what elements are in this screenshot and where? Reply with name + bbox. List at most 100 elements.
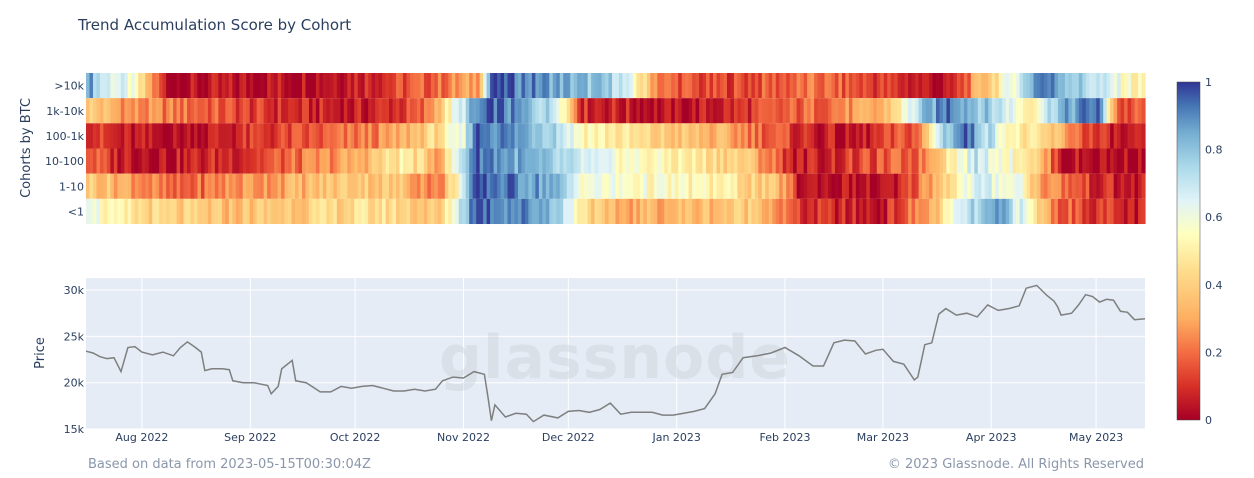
price-y-axis-title: Price <box>33 337 48 369</box>
heatmap-cell <box>535 73 540 99</box>
heatmap-cell <box>378 198 383 225</box>
heatmap-cell <box>242 148 247 174</box>
heatmap-cell <box>887 98 892 124</box>
heatmap-cell <box>1120 98 1125 124</box>
heatmap-cell <box>761 198 766 225</box>
heatmap-cell <box>629 173 634 199</box>
heatmap-cell <box>1127 123 1132 149</box>
heatmap-cell <box>493 198 498 225</box>
heatmap-cell <box>594 73 599 99</box>
heatmap-cell <box>1117 98 1122 124</box>
heatmap-cell <box>855 148 860 174</box>
heatmap-cell <box>211 148 216 174</box>
heatmap-cell <box>350 123 355 149</box>
heatmap-cell <box>389 73 394 99</box>
heatmap-cell <box>542 98 547 124</box>
heatmap-cell <box>538 98 543 124</box>
heatmap-cell <box>86 198 91 225</box>
heatmap-cell <box>692 73 697 99</box>
heatmap-cell <box>706 123 711 149</box>
heatmap-cell <box>228 198 233 225</box>
heatmap-cell <box>434 173 439 199</box>
heatmap-cell <box>1047 173 1052 199</box>
heatmap-cell <box>169 198 174 225</box>
heatmap-cell <box>929 73 934 99</box>
heatmap-cell <box>601 98 606 124</box>
heatmap-cell <box>120 73 125 99</box>
heatmap-cell <box>807 73 812 99</box>
heatmap-cell <box>1082 173 1087 199</box>
heatmap-cell <box>605 173 610 199</box>
heatmap-cell <box>92 173 98 199</box>
heatmap-cell <box>274 98 279 124</box>
heatmap-cell <box>692 173 697 199</box>
heatmap-cell <box>953 173 958 199</box>
heatmap-cell <box>336 73 341 99</box>
heatmap-cell <box>671 198 676 225</box>
heatmap-cell <box>396 98 401 124</box>
heatmap-cell <box>911 123 916 149</box>
heatmap-cell <box>291 123 296 149</box>
heatmap-cell <box>897 173 902 199</box>
heatmap-cell <box>392 73 397 99</box>
heatmap-cell <box>301 198 307 225</box>
heatmap-cell <box>636 198 641 225</box>
heatmap-cell <box>260 73 265 99</box>
heatmap-cell <box>723 148 728 174</box>
heatmap-row-1 <box>86 98 1146 124</box>
heatmap-cell <box>901 198 906 225</box>
heatmap-cell <box>747 148 752 174</box>
heatmap-cell <box>629 73 634 99</box>
heatmap-cell <box>476 173 481 199</box>
heatmap-cell <box>382 73 387 99</box>
heatmap-cell <box>486 98 491 124</box>
heatmap-cell <box>183 198 188 225</box>
heatmap-cell <box>106 73 111 99</box>
heatmap-cell <box>841 173 847 199</box>
heatmap-cell <box>695 73 700 99</box>
heatmap-cell <box>392 173 397 199</box>
heatmap-cell <box>1134 73 1139 99</box>
heatmap-cell <box>1106 148 1111 174</box>
heatmap-cell <box>963 148 968 174</box>
heatmap-cell <box>180 98 185 124</box>
heatmap-cell <box>291 173 296 199</box>
heatmap-cell <box>608 98 613 124</box>
heatmap-row-label: 1k-10k <box>46 105 84 118</box>
heatmap-cell <box>441 123 446 149</box>
heatmap-cell <box>1047 148 1052 174</box>
heatmap-cell <box>545 148 550 174</box>
heatmap-cell <box>524 123 530 149</box>
heatmap-cell <box>127 123 132 149</box>
heatmap-cell <box>566 123 571 149</box>
heatmap-cell <box>904 73 909 99</box>
heatmap-cell <box>984 173 989 199</box>
heatmap-cell <box>99 98 105 124</box>
heatmap-cell <box>1075 123 1080 149</box>
heatmap-cell <box>166 98 171 124</box>
heatmap-cell <box>796 98 801 124</box>
heatmap-cell <box>329 73 334 99</box>
heatmap-cell <box>413 123 418 149</box>
heatmap-cell <box>953 198 958 225</box>
heatmap-cell <box>420 98 425 124</box>
price-x-tick-label: Aug 2022 <box>115 431 168 444</box>
heatmap-cell <box>1023 98 1028 124</box>
heatmap-cell <box>469 123 474 149</box>
heatmap-cell <box>99 198 105 225</box>
heatmap-cell <box>413 173 418 199</box>
heatmap-cell <box>953 98 958 124</box>
heatmap-cell <box>187 198 192 225</box>
heatmap-cell <box>396 73 401 99</box>
heatmap-cell <box>329 98 334 124</box>
heatmap-cell <box>441 198 446 225</box>
heatmap-cell <box>409 123 415 149</box>
heatmap-cell <box>981 98 986 124</box>
heatmap-cell <box>319 123 324 149</box>
heatmap-cell <box>1089 123 1094 149</box>
heatmap-cell <box>754 98 759 124</box>
heatmap-cell <box>1131 73 1136 99</box>
heatmap-cell <box>333 73 338 99</box>
heatmap-cell <box>437 73 442 99</box>
heatmap-cell <box>674 148 679 174</box>
